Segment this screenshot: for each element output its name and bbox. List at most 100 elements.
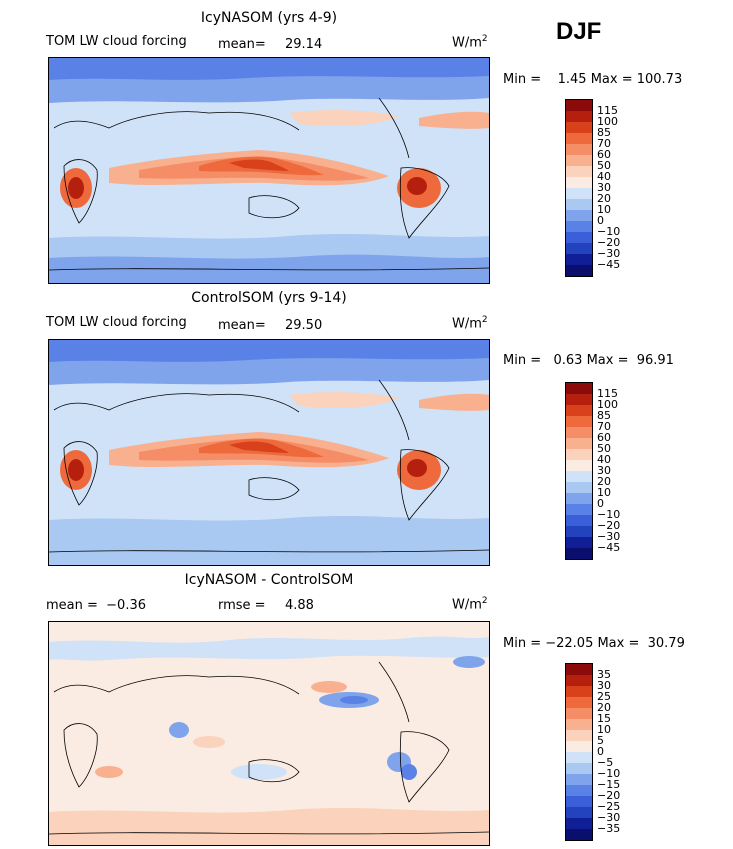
panel-min-max: Min = 1.45 Max = 100.73 <box>503 72 683 87</box>
panel-title: IcyNASOM (yrs 4-9) <box>200 10 338 26</box>
panel-left-label: TOM LW cloud forcing <box>46 34 187 49</box>
colorbar-tick-label: 30 <box>597 464 611 477</box>
season-label: DJF <box>556 18 602 45</box>
colorbar-tick-label: −15 <box>597 778 621 791</box>
panel-units: W/m2 <box>452 315 488 332</box>
colorbar-swatch <box>566 548 592 559</box>
colorbar-tick-label: 85 <box>597 409 611 422</box>
colorbar-tick-label: 115 <box>597 104 618 117</box>
colorbar-swatch <box>566 438 592 449</box>
panel-left-label: mean = −0.36 <box>46 598 146 613</box>
colorbar-tick-label: −5 <box>597 756 614 769</box>
colorbar-swatch <box>566 122 592 133</box>
colorbar-swatch <box>566 686 592 697</box>
colorbar-tick-label: 70 <box>597 137 611 150</box>
colorbar-swatch <box>566 730 592 741</box>
colorbar <box>565 382 593 560</box>
colorbar-tick-label: 20 <box>597 192 611 205</box>
colorbar-tick-label: 60 <box>597 431 611 444</box>
colorbar-swatch <box>566 796 592 807</box>
colorbar-tick-label: 100 <box>597 398 618 411</box>
colorbar-tick-label: −30 <box>597 247 621 260</box>
colorbar-swatch <box>566 664 592 675</box>
panel-stat-value: 29.50 <box>285 318 323 333</box>
colorbar-swatch <box>566 427 592 438</box>
colorbar-tick-label: 20 <box>597 475 611 488</box>
panel-stat-value: 29.14 <box>285 37 323 52</box>
colorbar-tick-label: 50 <box>597 159 611 172</box>
colorbar-swatch <box>566 741 592 752</box>
panel-stat-label: rmse = <box>218 598 266 613</box>
colorbar-swatch <box>566 177 592 188</box>
colorbar-tick-label: 30 <box>597 679 611 692</box>
colorbar-tick-label: −20 <box>597 789 621 802</box>
colorbar-swatch <box>566 675 592 686</box>
colorbar-swatch <box>566 763 592 774</box>
colorbar-swatch <box>566 515 592 526</box>
panel-stat-label: mean= <box>218 37 266 52</box>
colorbar-swatch <box>566 210 592 221</box>
panel-units: W/m2 <box>452 34 488 51</box>
colorbar-swatch <box>566 449 592 460</box>
colorbar-swatch <box>566 405 592 416</box>
colorbar-swatch <box>566 774 592 785</box>
colorbar-swatch <box>566 807 592 818</box>
colorbar-tick-label: 0 <box>597 745 604 758</box>
colorbar-tick-label: 30 <box>597 181 611 194</box>
colorbar-swatch <box>566 719 592 730</box>
colorbar-swatch <box>566 188 592 199</box>
colorbar-swatch <box>566 708 592 719</box>
colorbar-tick-label: 10 <box>597 203 611 216</box>
colorbar-swatch <box>566 111 592 122</box>
colorbar-tick-label: −30 <box>597 811 621 824</box>
colorbar-tick-label: 10 <box>597 486 611 499</box>
colorbar-tick-label: −20 <box>597 519 621 532</box>
colorbar-tick-label: −25 <box>597 800 621 813</box>
panel-title: IcyNASOM - ControlSOM <box>184 572 354 588</box>
colorbar-swatch <box>566 166 592 177</box>
colorbar <box>565 663 593 841</box>
colorbar-tick-label: −35 <box>597 822 621 835</box>
colorbar-swatch <box>566 697 592 708</box>
colorbar-tick-label: 85 <box>597 126 611 139</box>
panel-stat-value: 4.88 <box>285 598 314 613</box>
colorbar-tick-label: 70 <box>597 420 611 433</box>
colorbar-swatch <box>566 254 592 265</box>
colorbar-swatch <box>566 752 592 763</box>
colorbar-swatch <box>566 394 592 405</box>
colorbar-swatch <box>566 416 592 427</box>
map-field <box>48 621 490 846</box>
colorbar-swatch <box>566 133 592 144</box>
colorbar-swatch <box>566 785 592 796</box>
colorbar-swatch <box>566 482 592 493</box>
colorbar-tick-label: 100 <box>597 115 618 128</box>
colorbar-swatch <box>566 144 592 155</box>
colorbar-swatch <box>566 504 592 515</box>
colorbar-swatch <box>566 537 592 548</box>
colorbar-tick-label: 20 <box>597 701 611 714</box>
colorbar-tick-label: −45 <box>597 541 621 554</box>
colorbar-tick-label: 10 <box>597 723 611 736</box>
panel-min-max: Min = 0.63 Max = 96.91 <box>503 353 674 368</box>
colorbar-swatch <box>566 383 592 394</box>
colorbar-swatch <box>566 232 592 243</box>
colorbar-tick-label: −30 <box>597 530 621 543</box>
map-field <box>48 57 490 284</box>
colorbar-tick-label: −10 <box>597 225 621 238</box>
colorbar-swatch <box>566 471 592 482</box>
panel-units: W/m2 <box>452 596 488 613</box>
panel-title: ControlSOM (yrs 9-14) <box>191 290 347 306</box>
colorbar-tick-label: 15 <box>597 712 611 725</box>
colorbar-swatch <box>566 829 592 840</box>
colorbar-swatch <box>566 460 592 471</box>
colorbar-tick-label: 40 <box>597 453 611 466</box>
colorbar-swatch <box>566 243 592 254</box>
panel-stat-label: mean= <box>218 318 266 333</box>
colorbar-swatch <box>566 221 592 232</box>
colorbar-tick-label: 5 <box>597 734 604 747</box>
panel-left-label: TOM LW cloud forcing <box>46 315 187 330</box>
colorbar-tick-label: 35 <box>597 668 611 681</box>
colorbar-tick-label: −20 <box>597 236 621 249</box>
colorbar-tick-label: 0 <box>597 214 604 227</box>
colorbar-swatch <box>566 100 592 111</box>
